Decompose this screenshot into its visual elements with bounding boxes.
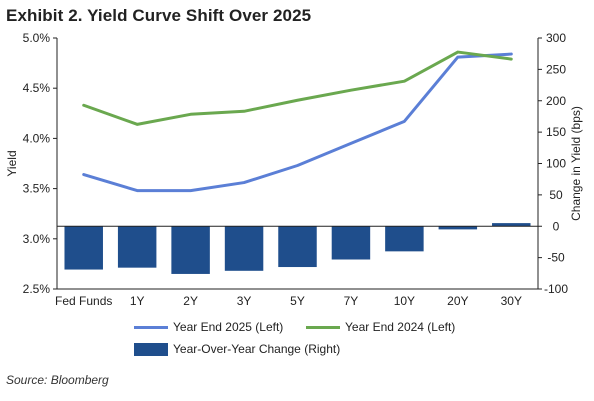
- x-tick-label: 20Y: [447, 294, 468, 308]
- legend-label-2024: Year End 2024 (Left): [345, 320, 456, 334]
- chart-title: Exhibit 2. Yield Curve Shift Over 2025: [6, 6, 312, 25]
- bar-7y: [331, 226, 371, 260]
- legend-swatch-2025: [134, 325, 168, 329]
- left-axis-title: Yield: [5, 150, 19, 176]
- bar-10y: [385, 226, 424, 252]
- left-tick-label: 4.5%: [23, 81, 51, 95]
- x-tick-label: 1Y: [130, 294, 145, 308]
- legend-item-yoy: Year-Over-Year Change (Right): [134, 342, 340, 356]
- bar-series-yoy-change: [64, 223, 531, 274]
- left-tick-label: 3.0%: [23, 232, 51, 246]
- legend-label-2025: Year End 2025 (Left): [173, 320, 284, 334]
- line-series-group: [82, 50, 513, 193]
- x-tick-label: 5Y: [290, 294, 305, 308]
- right-tick-label: 100: [546, 157, 566, 171]
- left-tick-label: 3.5%: [23, 182, 51, 196]
- tick-labels: 2.5% 3.0% 3.5% 4.0% 4.5% 5.0% -100 -50 0 50 100 150…: [5, 31, 583, 308]
- right-tick-label: 250: [546, 62, 566, 76]
- right-tick-label: -100: [544, 282, 568, 296]
- bar-3y: [224, 226, 264, 271]
- bar-5y: [278, 226, 317, 268]
- legend-label-yoy: Year-Over-Year Change (Right): [173, 342, 341, 356]
- chart-axes: [53, 37, 542, 290]
- bar-fed-funds: [64, 226, 103, 270]
- left-tick-label: 2.5%: [23, 282, 51, 296]
- left-tick-label: 4.0%: [23, 131, 51, 145]
- line-year-end-2024: [82, 50, 513, 126]
- bar-1y: [117, 226, 157, 268]
- legend-item-2024: Year End 2024 (Left): [306, 320, 455, 334]
- right-tick-label: 0: [553, 219, 560, 233]
- right-tick-label: 300: [546, 31, 566, 45]
- right-axis-title: Change in Yield (bps): [569, 106, 583, 221]
- legend-swatch-2024: [306, 325, 340, 329]
- left-tick-label: 5.0%: [23, 31, 51, 45]
- right-tick-label: 50: [549, 188, 563, 202]
- legend-swatch-yoy: [134, 342, 168, 356]
- source-note: Source: Bloomberg: [6, 373, 109, 387]
- x-tick-label: 30Y: [501, 294, 522, 308]
- x-tick-label: 3Y: [237, 294, 252, 308]
- right-tick-label: 150: [546, 125, 566, 139]
- x-tick-label: 10Y: [394, 294, 415, 308]
- x-tick-label: 2Y: [183, 294, 198, 308]
- x-tick-label: 7Y: [344, 294, 359, 308]
- bar-30y: [492, 223, 531, 227]
- bar-2y: [171, 226, 210, 274]
- legend-item-2025: Year End 2025 (Left): [134, 320, 283, 334]
- bar-20y: [438, 226, 478, 230]
- right-tick-label: 200: [546, 94, 566, 108]
- right-tick-label: -50: [547, 251, 565, 265]
- x-tick-label: Fed Funds: [55, 294, 112, 308]
